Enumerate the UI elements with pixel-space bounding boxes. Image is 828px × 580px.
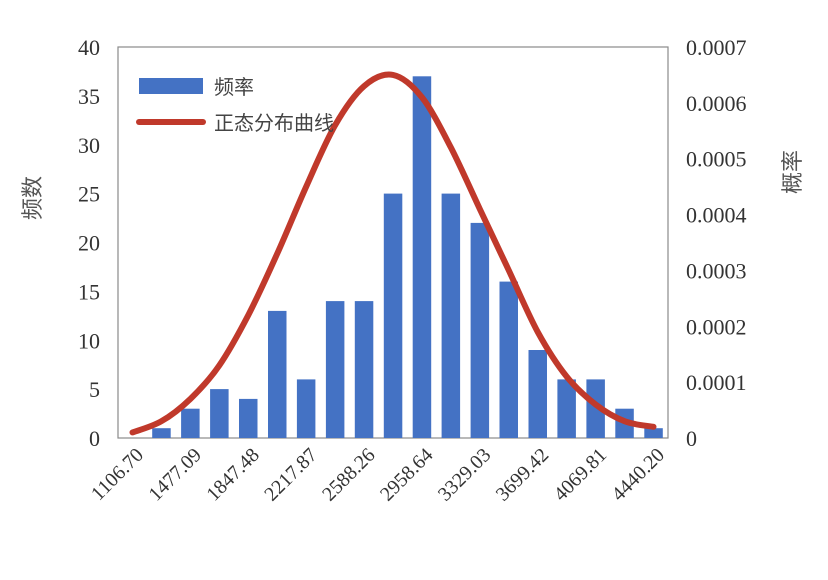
left-axis-ticks: 0 5 10 15 20 25 30 35 40: [78, 35, 100, 451]
x-axis-tick-label: 1106.70: [87, 444, 148, 505]
left-axis-tick-label: 25: [78, 182, 100, 207]
legend-bar-swatch: [139, 78, 203, 94]
legend: 频率 正态分布曲线: [136, 75, 334, 135]
right-axis-tick-label: 0.0003: [686, 258, 747, 283]
left-axis-title: 频数: [21, 176, 46, 220]
left-axis-tick-label: 15: [78, 279, 100, 304]
x-axis-tick-label: 2958.64: [376, 444, 438, 506]
bar: [557, 379, 576, 438]
x-axis-tick-label: 1847.48: [202, 444, 264, 506]
left-axis-tick-label: 30: [78, 133, 100, 158]
bar: [181, 408, 200, 438]
frequency-bars: [152, 76, 663, 439]
right-axis-ticks: 0 0.0001 0.0002 0.0003 0.0004 0.0005 0.0006 0.0…: [686, 35, 747, 451]
left-axis-tick-label: 20: [78, 231, 100, 256]
right-axis-tick-label: 0.0001: [686, 370, 747, 395]
right-axis-tick-label: 0.0006: [686, 91, 747, 116]
bar: [499, 281, 518, 438]
bar: [239, 398, 258, 438]
bar: [528, 350, 547, 438]
bar: [210, 389, 229, 438]
right-axis-tick-label: 0.0007: [686, 35, 747, 60]
left-axis-tick-label: 40: [78, 35, 100, 60]
bar: [325, 301, 345, 438]
x-axis-tick-label: 2217.87: [260, 444, 322, 506]
bar: [586, 379, 605, 438]
bar: [441, 193, 461, 438]
bar: [268, 310, 287, 438]
normal-distribution-curve: [129, 71, 657, 436]
x-axis-tick-label: 3699.42: [492, 444, 554, 506]
right-axis-tick-label: 0.0004: [686, 203, 747, 228]
x-axis-tick-label: 3329.03: [434, 444, 496, 506]
x-axis-tick-label: 1477.09: [144, 444, 206, 506]
bar: [383, 193, 403, 438]
x-axis-tick-label: 4069.81: [550, 444, 612, 506]
legend-label-frequency: 频率: [214, 75, 254, 99]
legend-label-normal-curve: 正态分布曲线: [214, 111, 334, 135]
bar: [296, 379, 316, 438]
right-axis-title: 概率: [781, 150, 806, 194]
bar: [152, 428, 171, 438]
left-axis-tick-label: 5: [89, 377, 100, 402]
right-axis-tick-label: 0: [686, 426, 697, 451]
right-axis-tick-label: 0.0002: [686, 314, 747, 339]
x-axis-tick-label: 2588.26: [318, 444, 380, 506]
bar: [354, 301, 374, 438]
bar: [644, 428, 663, 438]
left-axis-tick-label: 10: [78, 328, 100, 353]
right-axis-tick-label: 0.0005: [686, 147, 747, 172]
left-axis-tick-label: 35: [78, 84, 100, 109]
x-axis-tick-label: 4440.20: [608, 444, 670, 506]
bar: [470, 222, 490, 438]
x-axis-ticks: 1106.701477.091847.482217.872588.262958.…: [87, 444, 669, 506]
left-axis-tick-label: 0: [89, 426, 100, 451]
bar: [412, 76, 432, 439]
